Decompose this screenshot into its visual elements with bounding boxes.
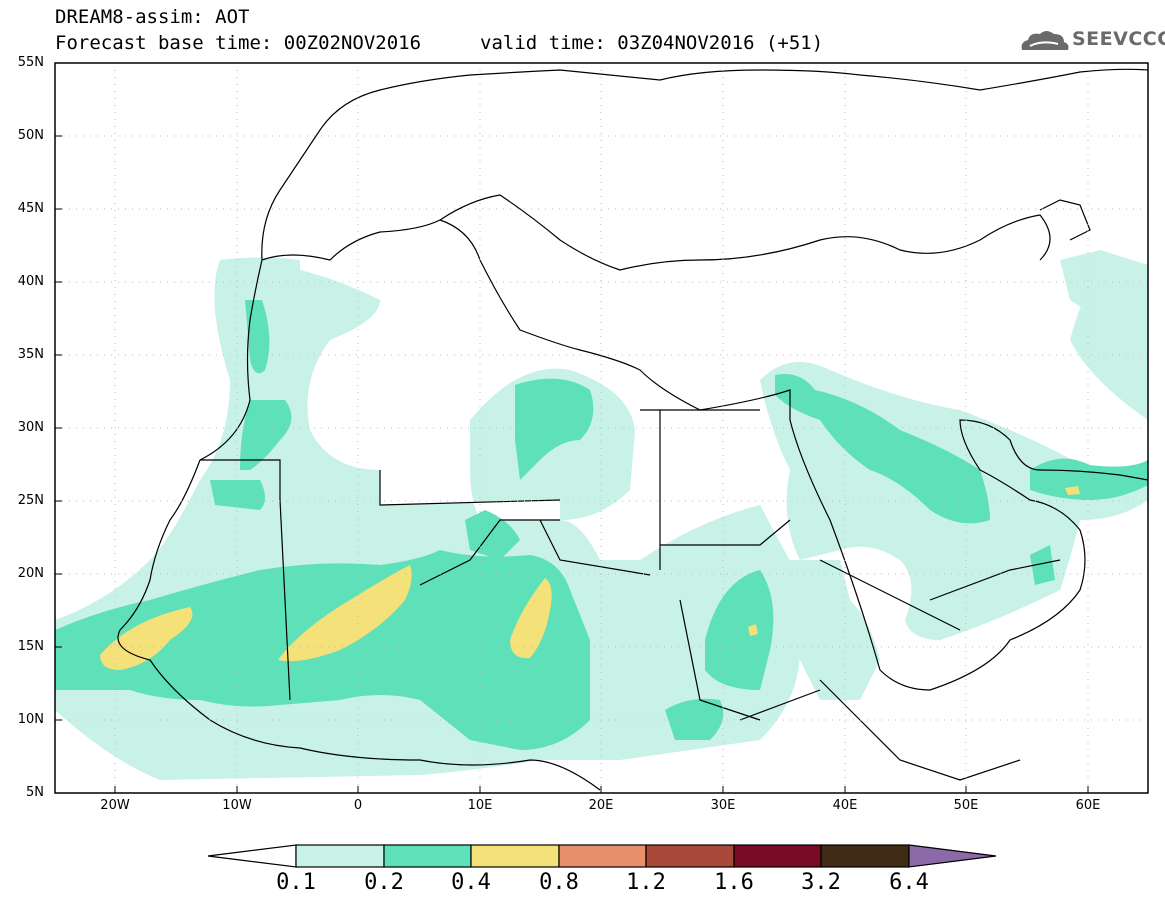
graticule (55, 63, 1148, 793)
colorbar-label: 6.4 (889, 870, 929, 895)
cloud-logo-icon (1021, 31, 1069, 50)
colorbar-label: 0.2 (364, 870, 404, 895)
lon-label: 30E (710, 798, 736, 813)
title-valid-time: valid time: 03Z04NOV2016 (+51) (480, 32, 824, 54)
lon-label: 0 (353, 798, 363, 813)
lon-label: 10W (222, 798, 252, 813)
lat-label: 35N (17, 347, 44, 362)
lon-label: 10E (467, 798, 493, 813)
lon-label: 50E (953, 798, 979, 813)
title-base-time: Forecast base time: 00Z02NOV2016 (55, 32, 422, 54)
lon-label: 60E (1075, 798, 1101, 813)
lat-label: 30N (17, 420, 44, 435)
lat-label: 15N (17, 639, 44, 654)
aot-map (54, 62, 1149, 794)
lat-label: 5N (26, 785, 44, 800)
logo-text: SEEVCCC (1072, 28, 1165, 50)
lat-label: 25N (17, 493, 44, 508)
coastlines (117, 68, 1148, 791)
lat-label: 40N (17, 274, 44, 289)
lat-label: 45N (17, 201, 44, 216)
colorbar-label: 0.4 (451, 870, 491, 895)
lat-label: 10N (17, 712, 44, 727)
colorbar-label: 1.6 (714, 870, 754, 895)
lat-label: 50N (17, 128, 44, 143)
lon-label: 20W (100, 798, 130, 813)
colorbar-label: 1.2 (626, 870, 666, 895)
lon-label: 40E (832, 798, 858, 813)
colorbar-label: 0.1 (276, 870, 316, 895)
colorbar-label: 0.8 (539, 870, 579, 895)
lon-label: 20E (588, 798, 614, 813)
title-product: DREAM8-assim: AOT (55, 6, 250, 28)
aot-high-layer (100, 486, 1080, 670)
lat-label: 20N (17, 566, 44, 581)
axis-ticks (55, 135, 1089, 793)
lat-label: 55N (17, 55, 44, 70)
colorbar-label: 3.2 (801, 870, 841, 895)
